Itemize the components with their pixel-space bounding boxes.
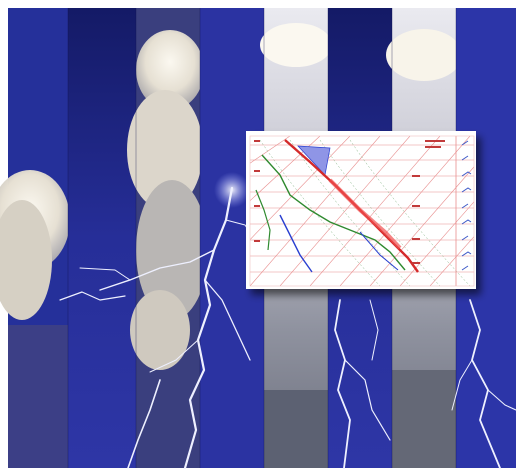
chart-cape-area <box>297 145 331 176</box>
strip-3-cloud-base <box>130 290 190 370</box>
lightning-bolt-right <box>469 299 501 469</box>
strip-5-lower <box>264 390 328 468</box>
chart-dewpoint-lower <box>255 189 271 251</box>
chart-parcel-line <box>279 214 313 273</box>
strip-7-lower <box>392 370 456 468</box>
chart-isotherms <box>250 136 474 286</box>
strip-3-cloud-lower <box>136 180 208 320</box>
lightning-branch-center-2 <box>369 299 379 361</box>
lightning-branch-left-2 <box>79 267 131 281</box>
lightning-branch-right-2 <box>487 389 517 411</box>
lightning-branch-left <box>99 249 215 291</box>
lightning-bolt-center <box>334 299 351 469</box>
skew-t-chart <box>250 136 474 286</box>
lightning-horizontal-left <box>59 291 126 301</box>
chart-border <box>249 135 475 287</box>
chart-dewpoint-line <box>261 154 406 271</box>
lightning-bolts <box>59 172 517 470</box>
strip-5-cloud-top <box>260 23 332 67</box>
chart-parcel-upper <box>359 231 399 271</box>
strip-3-cloud-mid <box>127 90 203 210</box>
lightning-branch-right-3 <box>451 359 473 411</box>
lightning-branch-right <box>204 279 251 361</box>
strip-3-cloud-top <box>136 30 204 110</box>
lightning-branch-lower <box>149 339 199 373</box>
lightning-bolt-left <box>127 379 161 469</box>
strip-7-cloud-top <box>386 29 462 81</box>
lightning-main-bolt <box>183 186 234 470</box>
chart-isobars <box>250 144 474 273</box>
strip-1-lower <box>8 325 68 468</box>
lightning-branch-center <box>344 359 391 441</box>
strip-2 <box>68 8 136 468</box>
chart-temperature-highlight <box>328 178 402 250</box>
strip-1-cloud-base <box>0 200 52 320</box>
chart-label-marks <box>254 140 445 264</box>
chart-wind-barbs <box>461 140 472 271</box>
